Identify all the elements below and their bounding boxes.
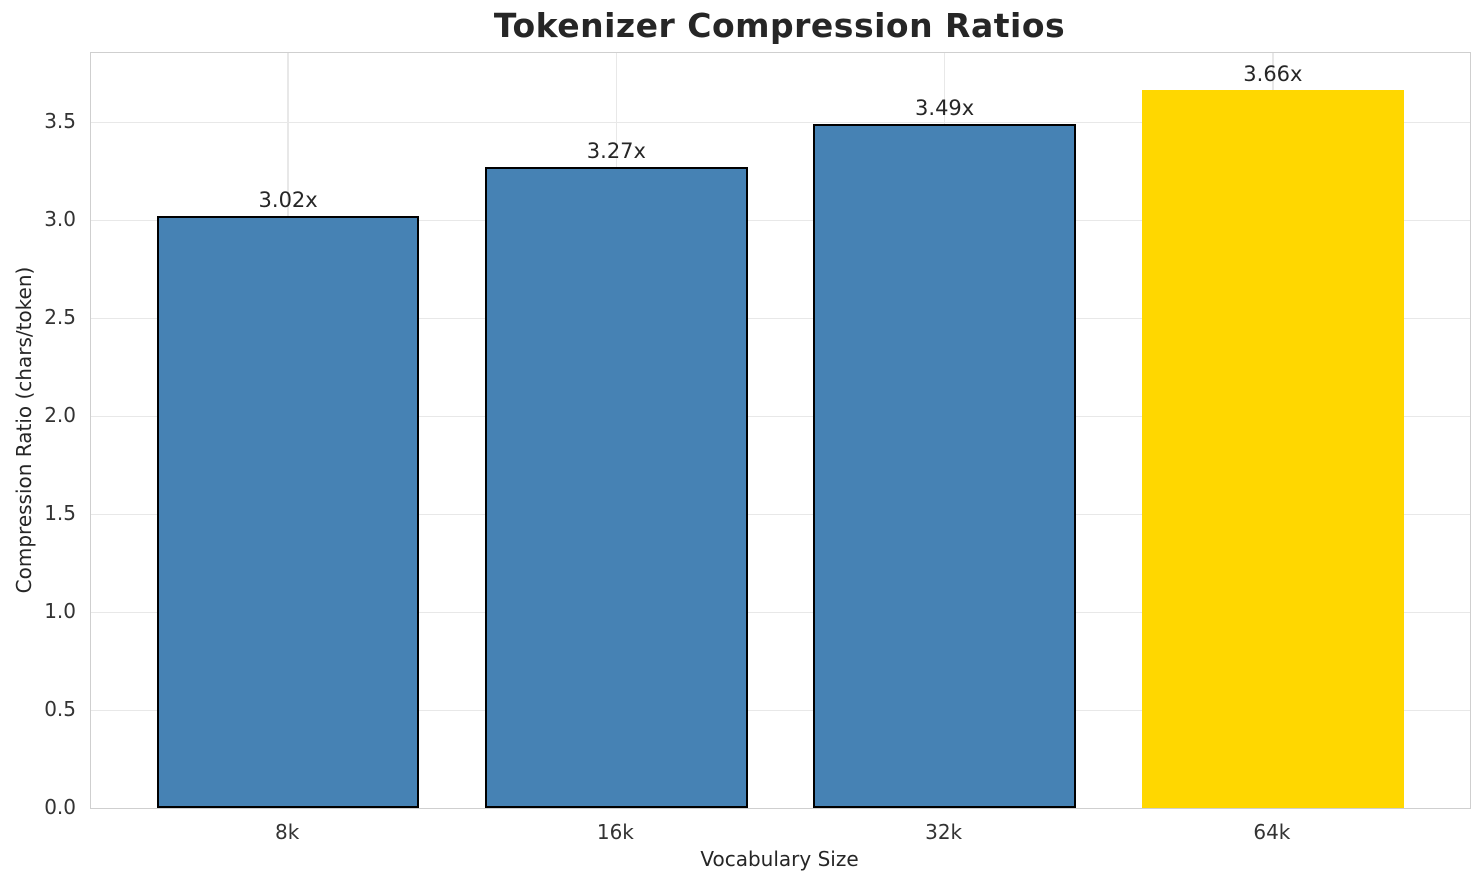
- h-gridline: [91, 317, 1470, 320]
- x-tick-label: 16k: [596, 820, 634, 844]
- y-tick-label: 2.0: [44, 402, 76, 427]
- y-tick-label: 1.5: [44, 500, 76, 525]
- y-tick-label: 2.5: [44, 304, 76, 329]
- h-gridline: [91, 709, 1470, 712]
- x-tick-label: 32k: [925, 820, 963, 844]
- h-gridline: [91, 219, 1470, 222]
- x-tick-label: 64k: [1253, 820, 1291, 844]
- bar-16k: [485, 166, 748, 808]
- y-tick-label: 1.0: [44, 598, 76, 623]
- bar-value-label: 3.02x: [258, 187, 318, 212]
- x-axis-title: Vocabulary Size: [700, 847, 859, 871]
- y-tick-label: 0.0: [44, 795, 76, 819]
- bar-value-label: 3.49x: [915, 95, 975, 120]
- h-gridline: [91, 121, 1470, 124]
- bar-value-label: 3.27x: [586, 138, 646, 163]
- h-gridline: [91, 611, 1470, 614]
- bar-value-label: 3.66x: [1243, 62, 1303, 87]
- h-gridline: [91, 513, 1470, 516]
- y-tick-label: 0.5: [44, 696, 76, 721]
- bar-64k: [1141, 90, 1405, 808]
- chart-title: Tokenizer Compression Ratios: [493, 6, 1066, 45]
- y-tick-label: 3.5: [44, 108, 76, 133]
- h-gridline: [91, 415, 1470, 418]
- plot-area: 3.02x 3.27x 3.49x 3.66x: [90, 52, 1471, 809]
- bar-8k: [156, 215, 420, 808]
- y-tick-label: 3.0: [44, 206, 76, 231]
- x-tick-label: 8k: [274, 820, 300, 844]
- bar-32k: [813, 123, 1076, 808]
